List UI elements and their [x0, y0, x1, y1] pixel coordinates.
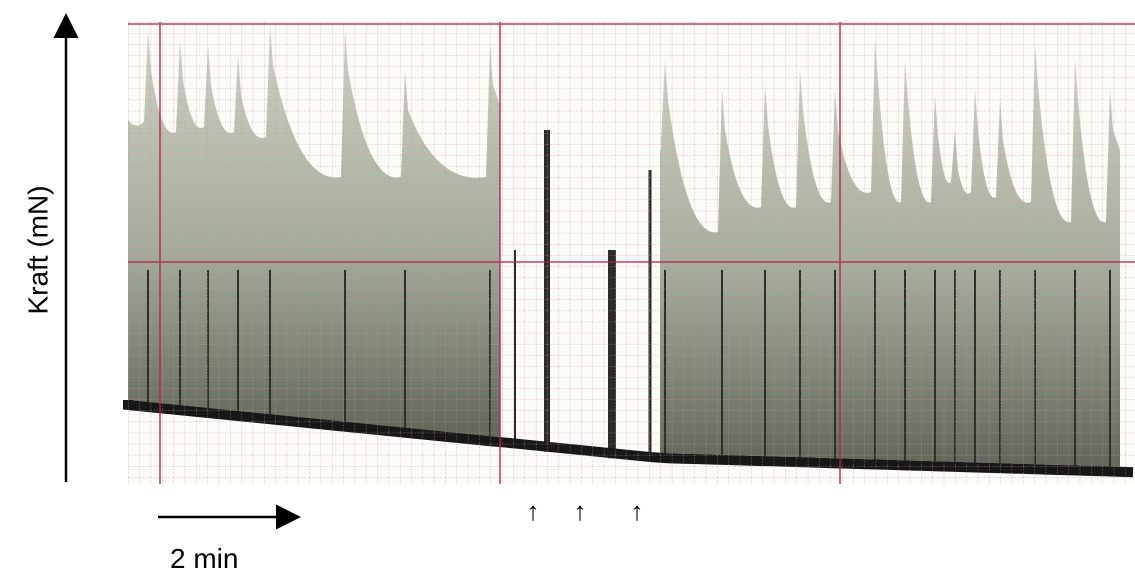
marker: ↑	[631, 496, 644, 526]
axis-label: Kraft (mN)	[22, 185, 53, 314]
marker: ↑	[574, 496, 587, 526]
recording	[123, 22, 1135, 484]
scale-label: 2 min	[170, 543, 238, 574]
marker: ↑	[527, 496, 540, 526]
